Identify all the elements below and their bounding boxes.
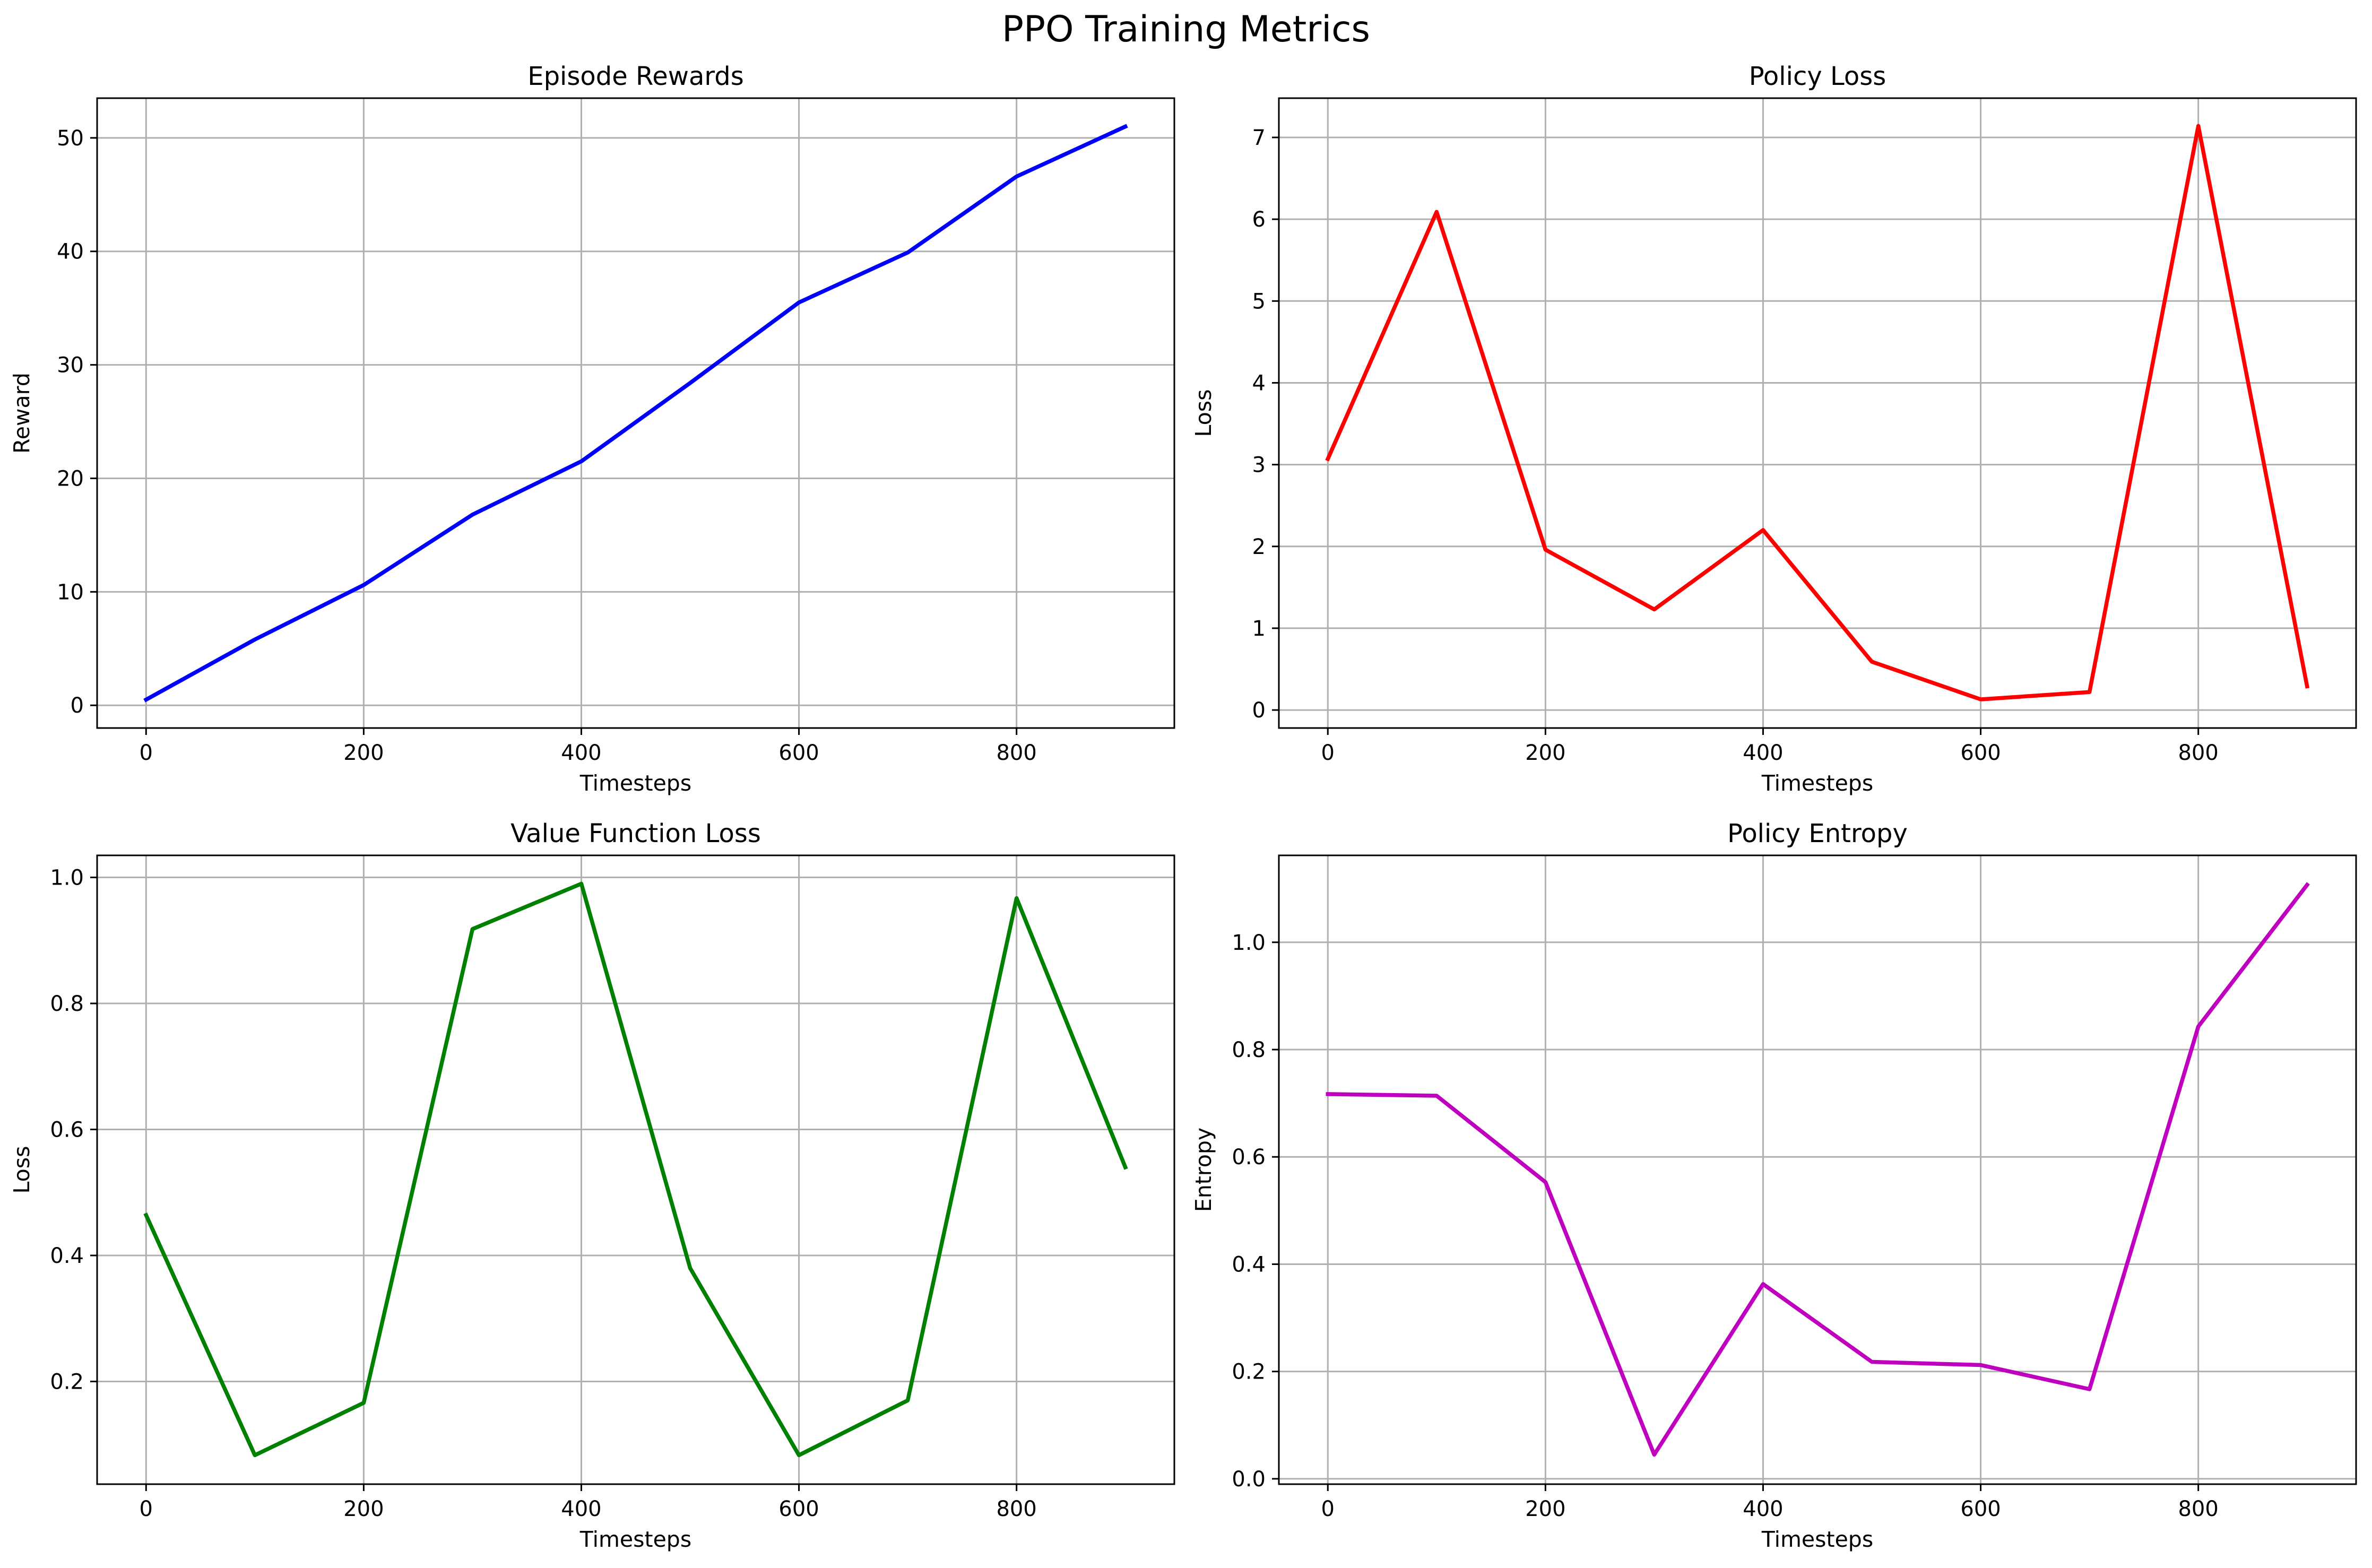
y-axis-label: Entropy <box>1191 1128 1216 1212</box>
series-line <box>143 124 1128 703</box>
series-line <box>1326 882 2310 1457</box>
x-axis-label: Timesteps <box>579 770 691 796</box>
y-tick-label: 0.0 <box>1232 1467 1266 1492</box>
x-tick-label: 200 <box>343 741 384 765</box>
x-tick-label: 400 <box>561 1497 601 1521</box>
y-tick-label: 0.4 <box>50 1244 84 1268</box>
panel-policy-entropy: 0 200 400 600 800 0.0 0.2 0.4 0.6 0.8 1.0 Policy En… <box>1191 819 2357 1552</box>
x-tick-label: 0 <box>140 1497 153 1521</box>
x-tick-label: 800 <box>996 1497 1036 1521</box>
x-axis-label: Timesteps <box>1761 1527 1873 1552</box>
axes-frame <box>96 854 1175 1485</box>
x-tick-label: 800 <box>2178 741 2218 765</box>
y-tick-label: 30 <box>57 353 84 378</box>
panel-title: Value Function Loss <box>510 819 761 848</box>
x-tick-label: 200 <box>1525 1497 1565 1521</box>
x-tick-label: 800 <box>2178 1497 2218 1521</box>
y-tick-label: 0.8 <box>1232 1038 1266 1062</box>
x-tick-label: 0 <box>1321 1497 1335 1521</box>
y-tick-label: 6 <box>1252 207 1266 232</box>
x-tick-label: 600 <box>1960 741 2001 765</box>
x-tick-label: 400 <box>561 741 601 765</box>
y-tick-label: 1 <box>1252 617 1266 641</box>
y-tick-label: 0.8 <box>50 992 84 1016</box>
x-tick-label: 600 <box>778 741 819 765</box>
figure-title: PPO Training Metrics <box>1002 8 1370 50</box>
y-tick-label: 20 <box>57 466 84 491</box>
x-tick-label: 0 <box>1321 741 1335 765</box>
y-tick-label: 0.2 <box>1232 1360 1266 1384</box>
x-axis-label: Timesteps <box>579 1527 691 1552</box>
panel-episode-rewards: 0 200 400 600 800 0 10 20 30 40 50 Episode Rewards T… <box>9 62 1175 796</box>
x-tick-label: 400 <box>1743 741 1783 765</box>
y-tick-label: 0 <box>1252 698 1266 723</box>
y-tick-label: 7 <box>1252 126 1266 150</box>
x-tick-label: 0 <box>140 741 153 765</box>
x-tick-label: 600 <box>778 1497 819 1521</box>
panel-title: Policy Loss <box>1749 62 1886 91</box>
x-tick-label: 200 <box>1525 741 1565 765</box>
x-tick-label: 400 <box>1743 1497 1783 1521</box>
x-tick-label: 600 <box>1960 1497 2001 1521</box>
y-tick-label: 2 <box>1252 535 1266 559</box>
y-tick-label: 50 <box>57 126 84 151</box>
panel-policy-loss: 0 200 400 600 800 0 1 2 3 4 5 6 7 Policy Loss Timestep… <box>1191 62 2357 796</box>
panel-value-function-loss: 0 200 400 600 800 0.2 0.4 0.6 0.8 1.0 Value Functi… <box>9 819 1175 1552</box>
y-tick-label: 0.2 <box>50 1370 84 1394</box>
y-axis-label: Reward <box>9 372 34 454</box>
y-axis-label: Loss <box>1191 389 1216 437</box>
series-line <box>143 881 1128 1458</box>
x-tick-label: 200 <box>343 1497 384 1521</box>
y-tick-label: 40 <box>57 240 84 264</box>
y-tick-label: 0 <box>71 694 84 718</box>
y-axis-label: Loss <box>9 1146 34 1194</box>
x-tick-label: 800 <box>996 741 1036 765</box>
axes-frame <box>1278 97 2357 729</box>
y-tick-label: 0.6 <box>50 1118 84 1142</box>
x-axis-label: Timesteps <box>1761 770 1873 796</box>
panel-title: Episode Rewards <box>527 62 744 91</box>
panel-title: Policy Entropy <box>1727 819 1908 848</box>
series-line <box>1325 124 2310 701</box>
y-tick-label: 5 <box>1252 289 1266 314</box>
y-tick-label: 4 <box>1252 371 1266 395</box>
y-tick-label: 0.4 <box>1232 1252 1266 1277</box>
axes-frame <box>1278 854 2357 1485</box>
axes-frame <box>96 97 1175 729</box>
y-tick-label: 10 <box>57 580 84 604</box>
y-tick-label: 1.0 <box>50 866 84 890</box>
y-tick-label: 0.6 <box>1232 1145 1266 1169</box>
y-tick-label: 1.0 <box>1232 931 1266 955</box>
y-tick-label: 3 <box>1252 453 1266 478</box>
